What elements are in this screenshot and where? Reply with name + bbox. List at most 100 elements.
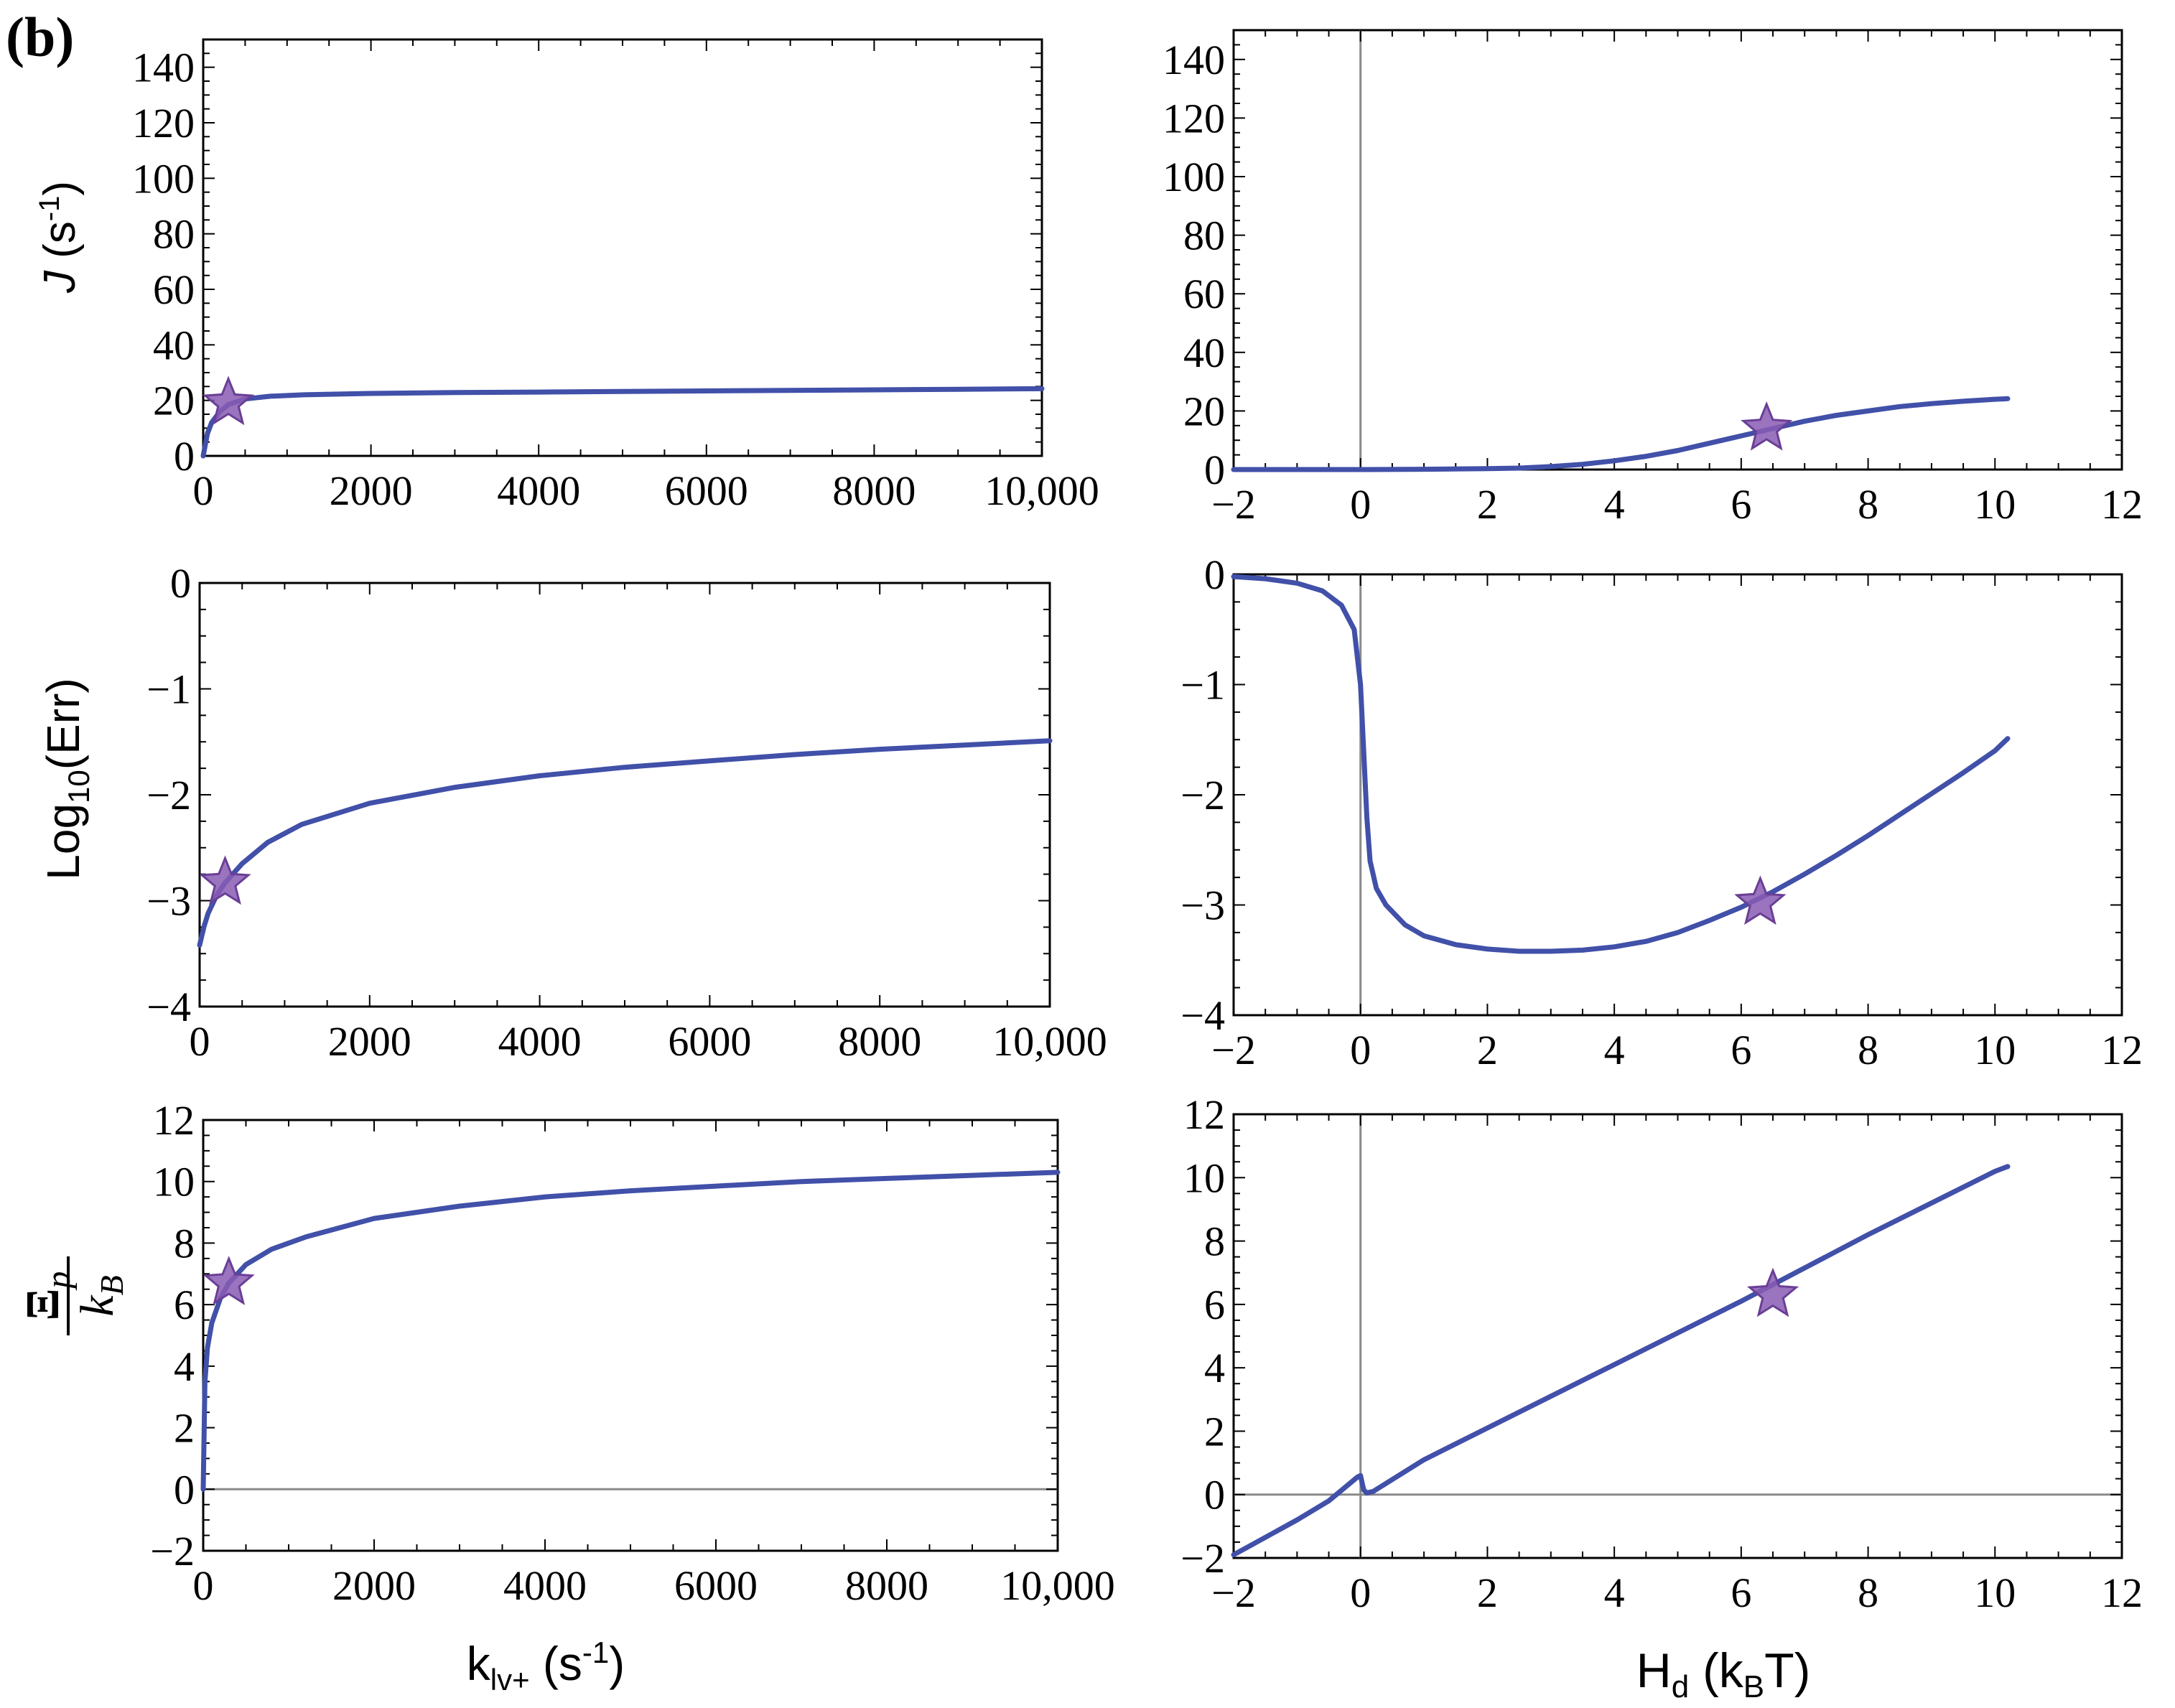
y-tick-label: 40 [1183, 330, 1225, 376]
y-tick-label: −1 [146, 666, 191, 713]
x-tick-label: 8000 [845, 1562, 928, 1609]
y-tick-label: 12 [1183, 1091, 1225, 1138]
plot-frame [202, 1119, 1059, 1552]
y-tick-label: 40 [153, 322, 195, 368]
x-tick-label: 4 [1604, 481, 1625, 528]
y-tick-label: 2 [1204, 1408, 1225, 1455]
x-tick-label: 2000 [328, 1018, 411, 1065]
y-tick-label: 80 [1183, 213, 1225, 259]
x-tick-label: 2000 [332, 1562, 416, 1609]
x-tick-label: 4 [1604, 1027, 1625, 1073]
x-tick-label: 0 [1350, 1569, 1371, 1616]
y-tick-label: −2 [146, 772, 191, 818]
x-tick-label: 10 [1974, 481, 2016, 528]
y-tick-label: 100 [132, 155, 195, 202]
panel-label: (b) [6, 6, 74, 68]
star-marker [1746, 1267, 1799, 1317]
y-tick-label: −4 [1180, 992, 1225, 1039]
y-tick-label: 6 [174, 1282, 195, 1328]
data-curve [1231, 574, 2011, 954]
chart-right-mid: −2 0 2 4 6 8 10 12 −4 −3 −2 −1 0 [1180, 551, 2143, 1073]
x-tick-label: 10,000 [992, 1018, 1107, 1065]
y-tick-label: 2 [174, 1405, 195, 1452]
y-tick-label: −2 [1180, 772, 1225, 818]
data-curve [200, 1170, 1061, 1492]
plot-frame [1232, 29, 2123, 471]
x-tick-label: 2000 [330, 467, 413, 514]
star-marker [1734, 875, 1787, 925]
y-tick-label: 4 [1204, 1345, 1225, 1391]
x-tick-label: −2 [1211, 1027, 1256, 1073]
data-curve [1231, 396, 2011, 472]
y-tick-label: 120 [132, 100, 195, 146]
ylabel-kb: kB [71, 1275, 130, 1316]
star-marker [202, 375, 255, 426]
x-tick-label: 10,000 [984, 467, 1099, 514]
y-tick-label: 8 [1204, 1218, 1225, 1265]
x-tick-label: 4000 [497, 467, 580, 514]
y-tick-label: −2 [1180, 1535, 1225, 1582]
y-tick-label: 8 [174, 1220, 195, 1266]
data-curve [197, 738, 1053, 948]
x-tick-label: 12 [2101, 1569, 2143, 1616]
y-tick-label: 120 [1163, 95, 1225, 141]
x-tick-label: 0 [1350, 1027, 1371, 1073]
x-tick-label: 8 [1858, 481, 1878, 528]
star-marker [202, 1256, 255, 1305]
x-tick-label: 0 [1350, 481, 1371, 528]
y-tick-label: 12 [153, 1097, 195, 1144]
x-tick-label: 10,000 [1000, 1562, 1115, 1609]
x-tick-label: 4000 [503, 1562, 587, 1609]
x-tick-label: 8 [1858, 1027, 1878, 1073]
x-tick-label: 12 [2101, 1027, 2143, 1073]
x-tick-label: 10 [1974, 1569, 2016, 1616]
x-tick-label: 6 [1731, 481, 1751, 528]
star-marker [1741, 401, 1793, 451]
y-tick-label: 4 [174, 1343, 195, 1390]
ylabel-xi: Ξp kB [17, 1256, 130, 1335]
y-tick-label: 20 [153, 378, 195, 424]
star-marker [199, 855, 251, 905]
x-tick-label: 4 [1604, 1569, 1625, 1616]
y-tick-label: 0 [174, 433, 195, 480]
x-tick-label: 0 [193, 467, 214, 514]
y-tick-label: −2 [150, 1528, 195, 1574]
chart-left-top: 0 2000 4000 6000 8000 10,000 0 20 40 60 80 100 120 14… [132, 38, 1099, 514]
y-tick-label: 0 [1204, 551, 1225, 598]
xlabel-hd: Hd (kBT) [1636, 1643, 1811, 1704]
x-tick-label: 12 [2101, 481, 2143, 528]
y-tick-label: 0 [174, 1466, 195, 1513]
xlabel-klv: klv+ (s-1) [467, 1635, 625, 1697]
x-tick-label: 6 [1731, 1569, 1751, 1616]
x-tick-label: 2 [1477, 481, 1498, 528]
y-tick-label: 10 [1183, 1154, 1225, 1201]
x-tick-label: −2 [1211, 481, 1256, 528]
y-tick-label: 0 [170, 560, 191, 607]
y-tick-label: 20 [1183, 388, 1225, 434]
ylabel-log-err: Log10(Err) [37, 678, 96, 879]
x-tick-label: 8000 [832, 467, 916, 514]
x-tick-label: 8000 [838, 1018, 921, 1065]
x-tick-label: 6000 [668, 1018, 751, 1065]
x-tick-label: 4000 [498, 1018, 582, 1065]
chart-left-mid: 0 2000 4000 6000 8000 10,000 −4 −3 −2 −1 0 [146, 560, 1107, 1065]
y-tick-label: 10 [153, 1159, 195, 1205]
y-tick-label: 140 [1163, 37, 1225, 83]
ylabel-xi-symbol: Ξp [17, 1271, 78, 1321]
y-tick-label: 80 [153, 211, 195, 258]
chart-right-bot: −2 0 2 4 6 8 10 12 −2 0 2 4 6 8 10 12 [1180, 1091, 2143, 1616]
x-tick-label: 10 [1974, 1027, 2016, 1073]
y-tick-label: −1 [1180, 662, 1225, 709]
y-tick-label: 60 [153, 266, 195, 313]
y-tick-label: −3 [146, 878, 191, 925]
x-tick-label: 2 [1477, 1027, 1498, 1073]
y-tick-label: 140 [132, 45, 195, 91]
y-tick-label: 0 [1204, 1472, 1225, 1518]
y-tick-label: 0 [1204, 447, 1225, 493]
plot-frame [198, 582, 1051, 1008]
x-tick-label: 0 [190, 1018, 210, 1065]
y-tick-label: −3 [1180, 882, 1225, 929]
